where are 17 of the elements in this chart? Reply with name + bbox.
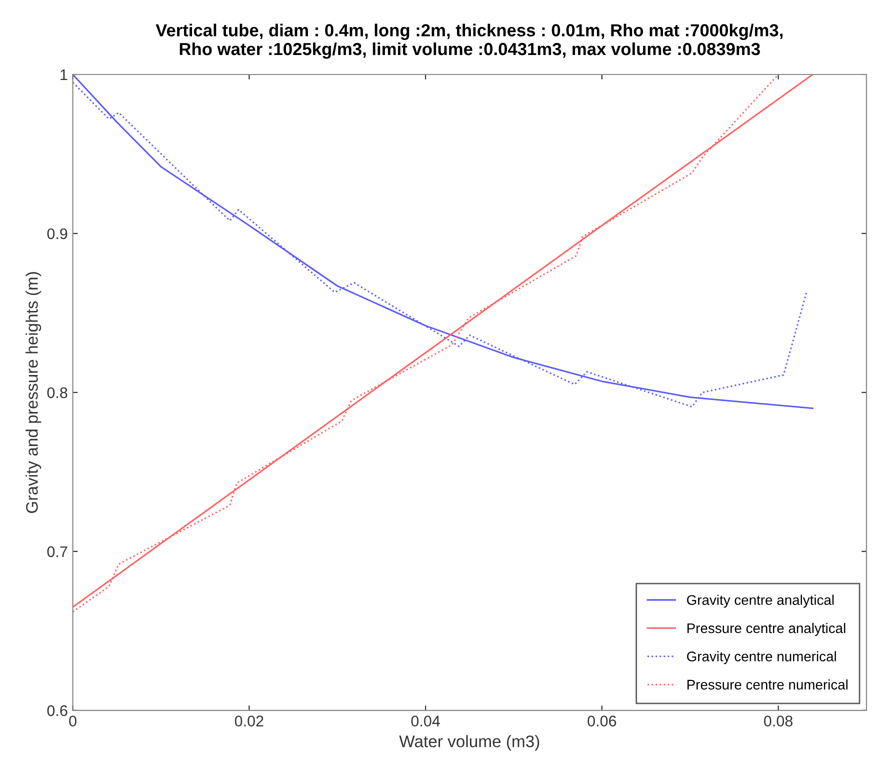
legend-label: Pressure centre analytical — [687, 622, 846, 636]
x-tick-label: 0.02 — [234, 716, 264, 726]
x-axis-title: Water volume (m3) — [399, 735, 540, 751]
y-tick-label: 0.8 — [47, 387, 68, 398]
legend-label: Pressure centre numerical — [687, 679, 848, 690]
x-tick-label: 0 — [69, 716, 76, 726]
y-axis-title: Gravity and pressure heights (m) — [26, 272, 42, 513]
y-tick-label: 0.6 — [47, 705, 68, 716]
x-tick-label: 0.04 — [411, 716, 440, 726]
chart-title: Vertical tube, diam : 0.4m, long :2m, thickness : 0.01m, Rho mat :7000kg/m3, Rho water :1025kg/m3, limit volume :0.0431m3, max volume :0.0839m3 — [156, 24, 783, 59]
y-tick-label: 0.7 — [47, 546, 68, 558]
x-tick-label: 0.06 — [588, 716, 616, 726]
y-tick-label: 1 — [60, 70, 68, 80]
legend-label: Gravity centre analytical — [687, 594, 834, 608]
x-tick-label: 0.08 — [764, 716, 792, 726]
legend-label: Gravity centre numerical — [687, 651, 836, 664]
y-tick-label: 0.9 — [47, 228, 68, 240]
